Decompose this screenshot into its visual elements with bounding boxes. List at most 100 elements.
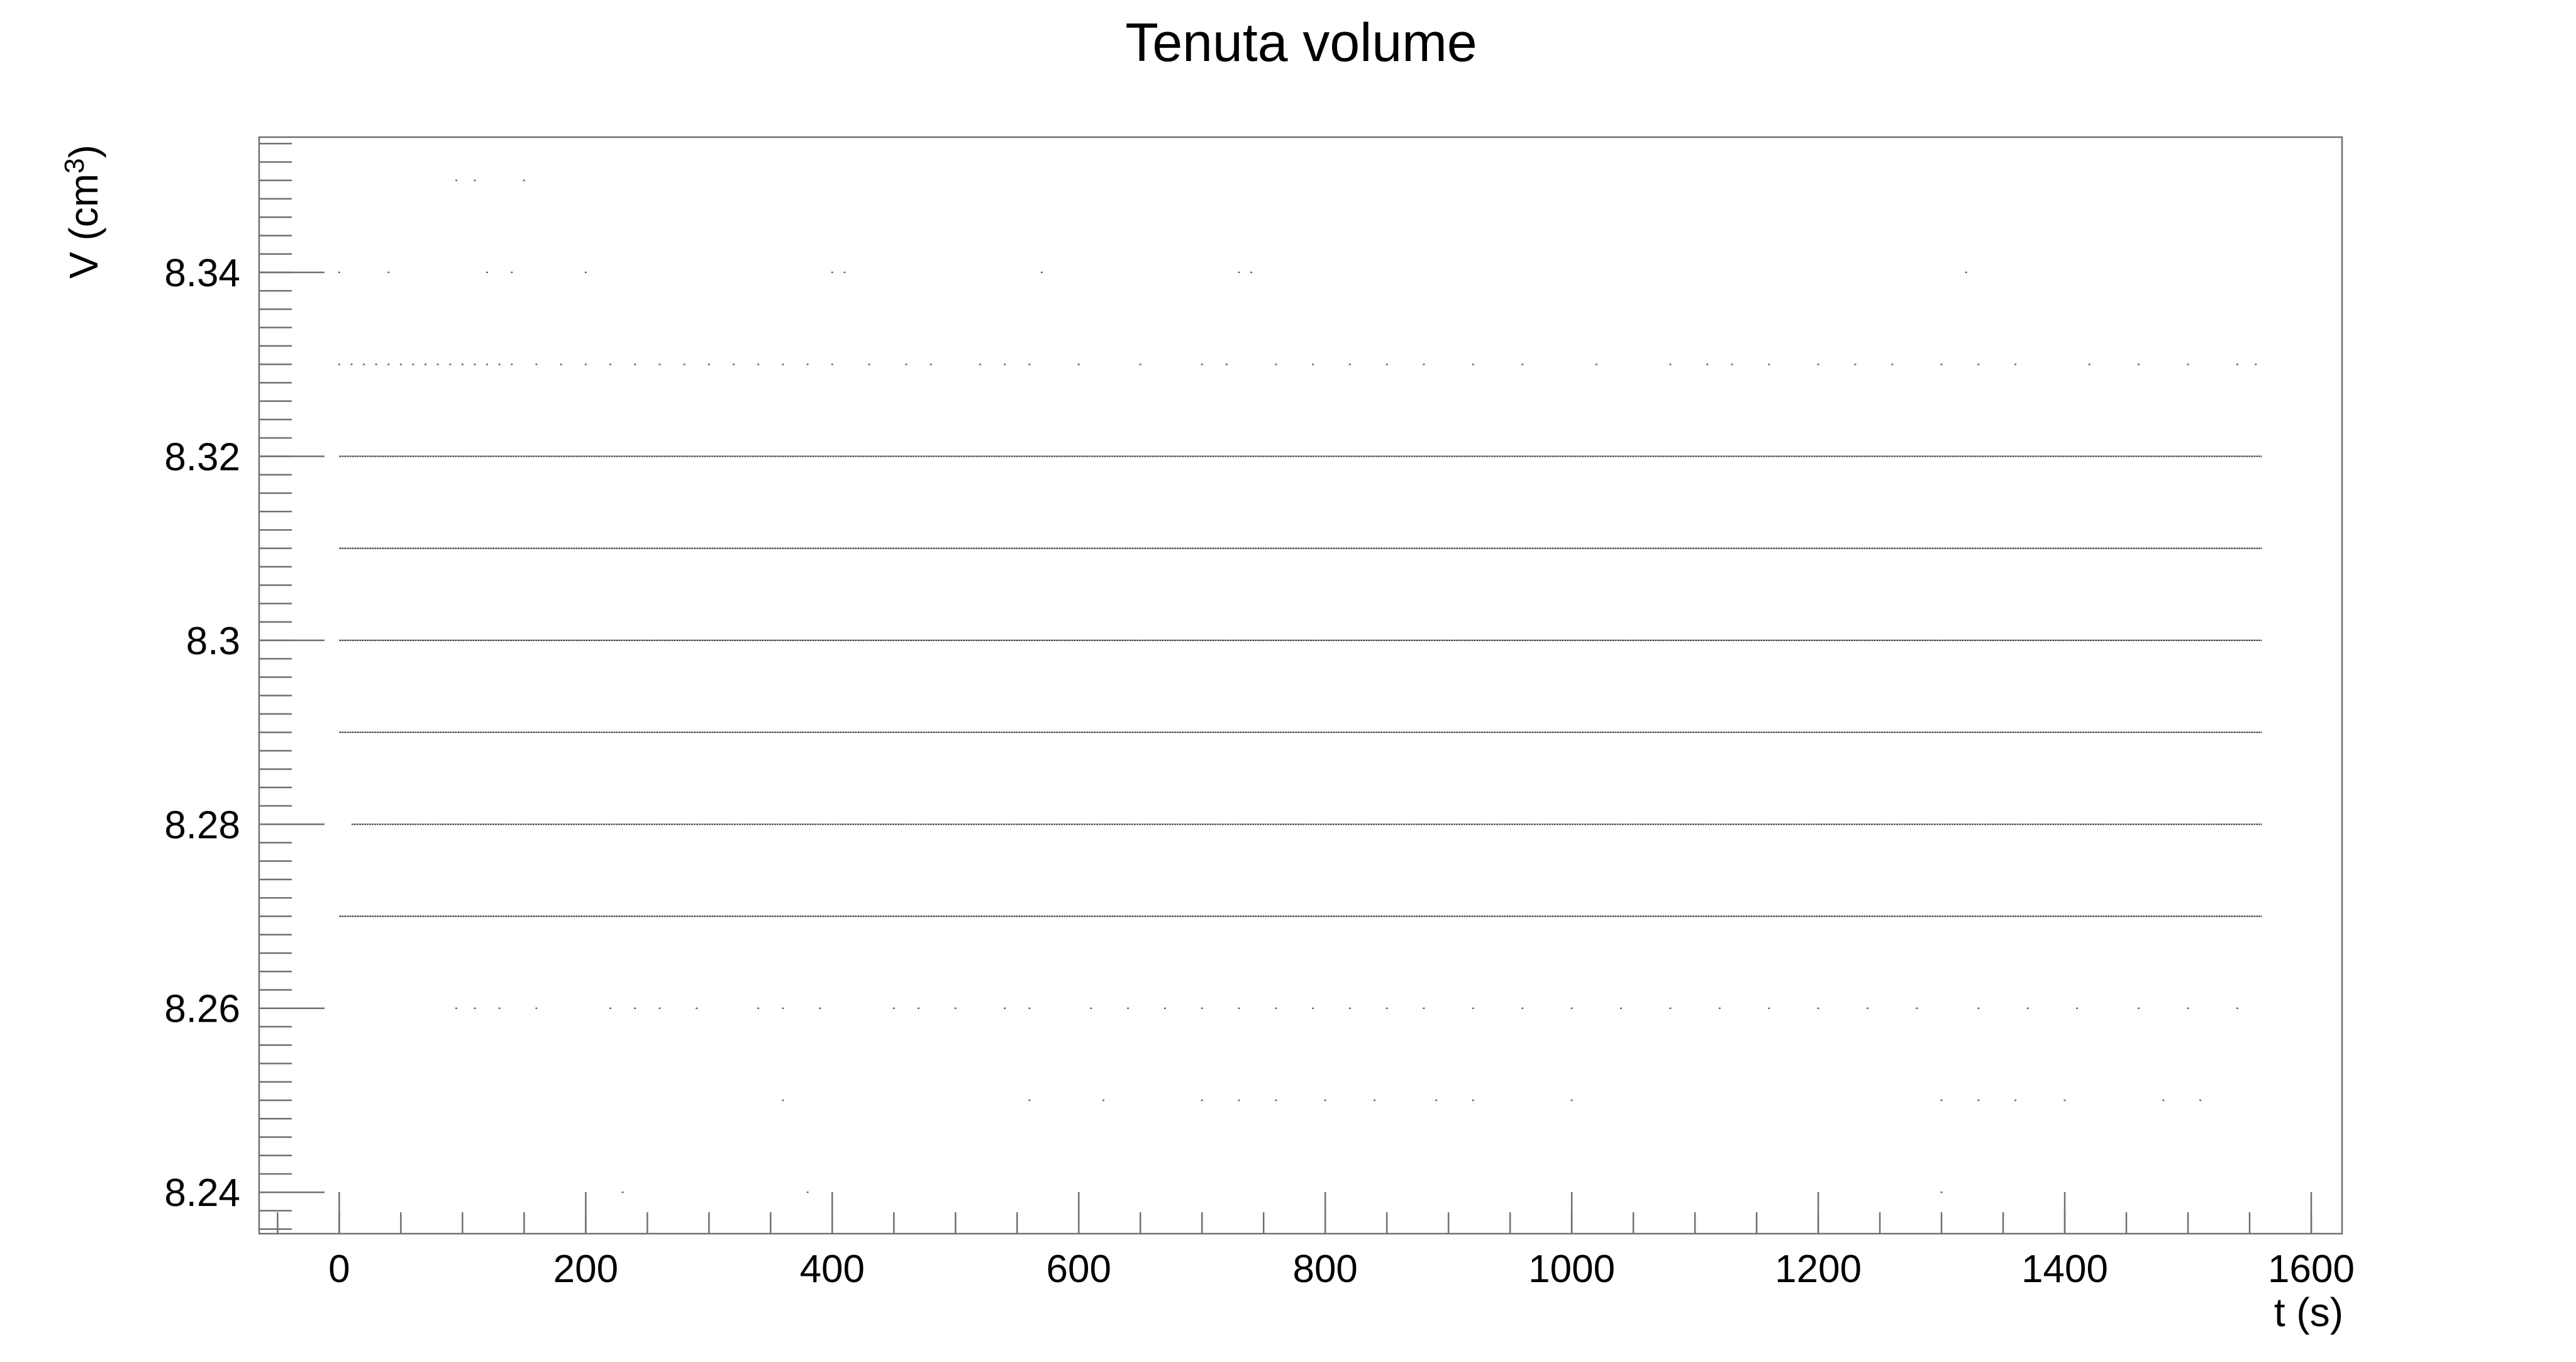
- data-point-9-34: [1866, 1007, 1868, 1009]
- data-point-2-13: [498, 363, 501, 366]
- data-point-2-60: [2255, 363, 2257, 366]
- data-point-9-5: [634, 1007, 636, 1009]
- data-point-9-29: [1620, 1007, 1623, 1009]
- data-point-2-59: [2236, 363, 2238, 366]
- data-point-2-10: [461, 363, 464, 366]
- data-point-10-0: [782, 1099, 784, 1102]
- x-tick-label: 600: [1046, 1248, 1111, 1291]
- data-point-2-54: [1977, 363, 1980, 366]
- data-point-2-49: [1768, 363, 1770, 366]
- data-points: [338, 179, 2262, 1193]
- data-point-10-8: [1435, 1099, 1438, 1102]
- data-point-2-15: [535, 363, 538, 366]
- data-point-9-30: [1669, 1007, 1672, 1009]
- data-point-2-33: [1028, 363, 1031, 366]
- data-point-9-38: [2076, 1007, 2079, 1009]
- data-point-10-14: [2063, 1099, 2066, 1102]
- data-point-2-30: [930, 363, 932, 366]
- data-point-9-1: [474, 1007, 476, 1009]
- data-point-9-22: [1312, 1007, 1314, 1009]
- data-point-2-32: [1004, 363, 1006, 366]
- data-point-9-12: [917, 1007, 919, 1009]
- data-point-2-36: [1201, 363, 1203, 366]
- data-point-0-1: [474, 179, 476, 181]
- data-point-2-41: [1385, 363, 1388, 366]
- plot-frame: [258, 136, 2343, 1235]
- data-point-2-16: [560, 363, 562, 366]
- data-point-9-32: [1768, 1007, 1770, 1009]
- y-tick-label: 8.3: [186, 620, 240, 663]
- data-point-9-10: [819, 1007, 821, 1009]
- data-point-9-39: [2138, 1007, 2140, 1009]
- data-point-9-19: [1201, 1007, 1203, 1009]
- data-point-9-26: [1472, 1007, 1474, 1009]
- x-axis: 0 200 400 600 800 1000 1200 1400 1600: [277, 1192, 2355, 1291]
- data-point-2-18: [609, 363, 612, 366]
- data-point-2-48: [1731, 363, 1733, 366]
- data-point-9-24: [1385, 1007, 1388, 1009]
- data-point-9-14: [1004, 1007, 1006, 1009]
- data-point-9-35: [1916, 1007, 1918, 1009]
- data-point-2-52: [1891, 363, 1894, 366]
- y-axis-label-base: V (cm: [61, 174, 106, 279]
- data-point-2-37: [1225, 363, 1228, 366]
- data-point-2-6: [412, 363, 414, 366]
- data-point-2-27: [831, 363, 833, 366]
- data-point-2-17: [584, 363, 587, 366]
- y-tick-label: 8.26: [164, 988, 240, 1031]
- data-point-1-4: [584, 271, 587, 274]
- data-point-11-1: [806, 1191, 809, 1193]
- data-point-11-0: [621, 1191, 624, 1193]
- data-point-9-25: [1423, 1007, 1425, 1009]
- data-point-9-15: [1028, 1007, 1031, 1009]
- data-point-2-34: [1077, 363, 1080, 366]
- x-tick-label: 400: [800, 1248, 865, 1291]
- y-axis: 8.24 8.26 8.28 8.3 8.32 8.34: [164, 142, 325, 1230]
- y-tick-label: 8.24: [164, 1171, 240, 1215]
- data-point-2-46: [1669, 363, 1672, 366]
- data-point-2-26: [806, 363, 809, 366]
- data-point-9-11: [892, 1007, 895, 1009]
- data-point-2-20: [658, 363, 661, 366]
- data-point-2-29: [905, 363, 908, 366]
- data-point-2-9: [449, 363, 452, 366]
- data-point-10-16: [2199, 1099, 2202, 1102]
- x-tick-label: 0: [328, 1248, 350, 1291]
- data-point-2-50: [1817, 363, 1819, 366]
- data-point-9-4: [609, 1007, 612, 1009]
- data-point-9-8: [757, 1007, 760, 1009]
- y-axis-label: V (cm3): [59, 145, 106, 279]
- data-point-10-3: [1201, 1099, 1203, 1102]
- data-point-1-10: [1965, 271, 1967, 274]
- x-tick-label: 1400: [2021, 1248, 2108, 1291]
- data-point-9-37: [2026, 1007, 2029, 1009]
- data-point-10-9: [1472, 1099, 1474, 1102]
- data-point-10-4: [1238, 1099, 1240, 1102]
- data-point-10-1: [1028, 1099, 1031, 1102]
- data-point-2-39: [1312, 363, 1314, 366]
- data-point-2-1: [350, 363, 353, 366]
- data-point-9-6: [658, 1007, 661, 1009]
- data-point-9-16: [1090, 1007, 1092, 1009]
- data-point-2-12: [486, 363, 489, 366]
- data-point-1-6: [843, 271, 846, 274]
- data-point-9-3: [535, 1007, 538, 1009]
- data-point-2-55: [2014, 363, 2017, 366]
- data-point-9-33: [1817, 1007, 1819, 1009]
- data-point-10-12: [1977, 1099, 1980, 1102]
- data-point-2-45: [1595, 363, 1597, 366]
- data-point-9-0: [455, 1007, 458, 1009]
- x-tick-label: 800: [1292, 1248, 1357, 1291]
- x-tick-label: 1000: [1528, 1248, 1615, 1291]
- data-point-10-6: [1324, 1099, 1326, 1102]
- data-point-10-11: [1940, 1099, 1943, 1102]
- data-point-9-41: [2236, 1007, 2238, 1009]
- data-point-9-36: [1977, 1007, 1980, 1009]
- data-point-2-22: [708, 363, 710, 366]
- data-point-2-56: [2088, 363, 2090, 366]
- y-axis-label-superscript: 3: [59, 158, 90, 173]
- data-point-2-51: [1854, 363, 1857, 366]
- data-point-10-5: [1275, 1099, 1277, 1102]
- data-point-2-57: [2138, 363, 2140, 366]
- data-point-9-2: [498, 1007, 501, 1009]
